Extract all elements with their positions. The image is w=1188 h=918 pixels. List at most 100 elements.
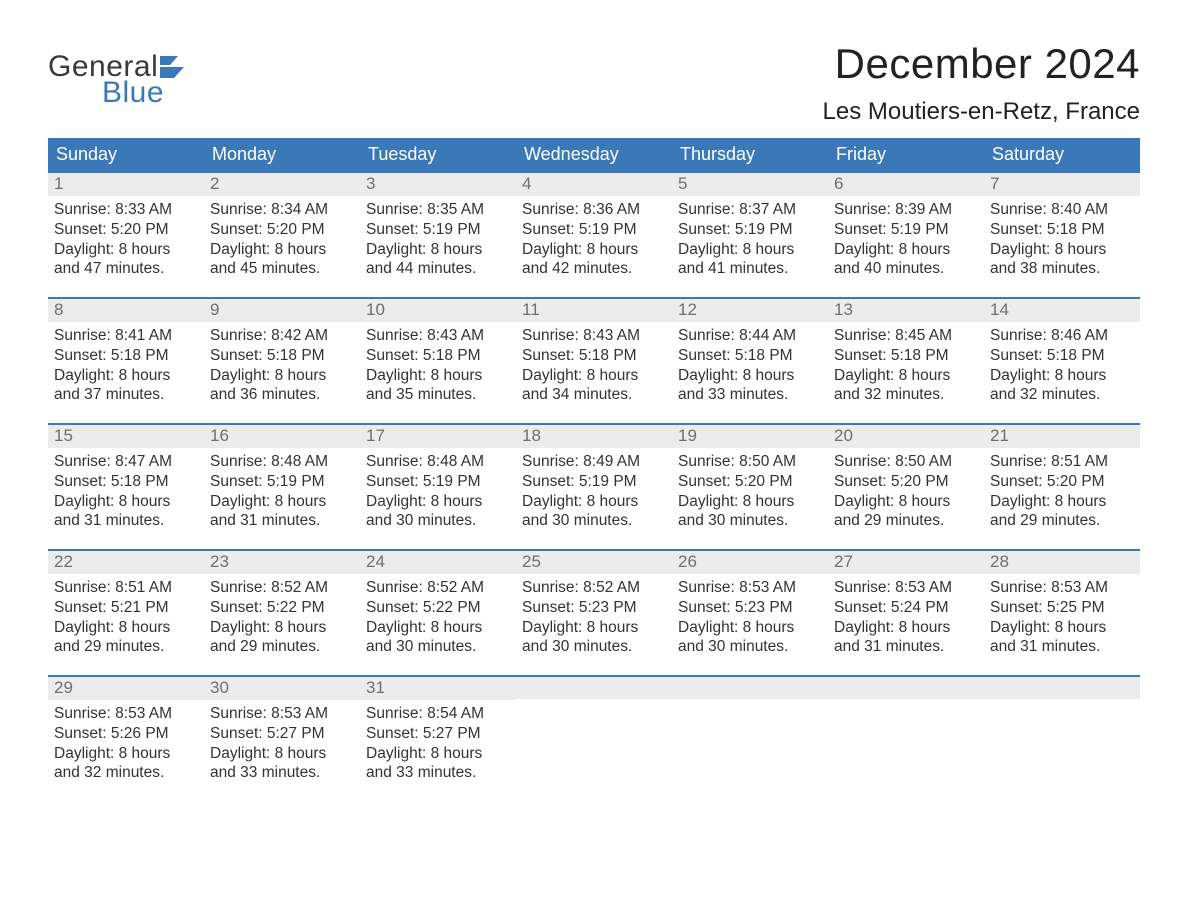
day-sunset: Sunset: 5:20 PM bbox=[54, 220, 198, 240]
day-dl1: Daylight: 8 hours bbox=[366, 240, 510, 260]
day-cell: 28Sunrise: 8:53 AMSunset: 5:25 PMDayligh… bbox=[984, 551, 1140, 661]
day-dl1: Daylight: 8 hours bbox=[522, 366, 666, 386]
day-dl2: and 41 minutes. bbox=[678, 259, 822, 279]
day-body: Sunrise: 8:47 AMSunset: 5:18 PMDaylight:… bbox=[48, 448, 204, 531]
day-dl1: Daylight: 8 hours bbox=[366, 492, 510, 512]
day-cell: 14Sunrise: 8:46 AMSunset: 5:18 PMDayligh… bbox=[984, 299, 1140, 409]
day-dl2: and 37 minutes. bbox=[54, 385, 198, 405]
day-sunrise: Sunrise: 8:52 AM bbox=[522, 578, 666, 598]
day-dl1: Daylight: 8 hours bbox=[990, 366, 1134, 386]
day-body: Sunrise: 8:48 AMSunset: 5:19 PMDaylight:… bbox=[360, 448, 516, 531]
week-row: 15Sunrise: 8:47 AMSunset: 5:18 PMDayligh… bbox=[48, 423, 1140, 535]
day-number: 12 bbox=[672, 299, 828, 322]
day-dl2: and 38 minutes. bbox=[990, 259, 1134, 279]
week-row: 29Sunrise: 8:53 AMSunset: 5:26 PMDayligh… bbox=[48, 675, 1140, 787]
day-dl1: Daylight: 8 hours bbox=[990, 618, 1134, 638]
dow-cell: Wednesday bbox=[516, 138, 672, 171]
day-sunset: Sunset: 5:21 PM bbox=[54, 598, 198, 618]
day-dl2: and 31 minutes. bbox=[990, 637, 1134, 657]
dow-cell: Monday bbox=[204, 138, 360, 171]
day-dl2: and 32 minutes. bbox=[54, 763, 198, 783]
day-sunset: Sunset: 5:18 PM bbox=[54, 472, 198, 492]
header: General Blue December 2024 Les Moutiers-… bbox=[48, 40, 1140, 126]
day-sunset: Sunset: 5:18 PM bbox=[54, 346, 198, 366]
day-dl1: Daylight: 8 hours bbox=[834, 618, 978, 638]
day-dl2: and 30 minutes. bbox=[366, 637, 510, 657]
day-dl1: Daylight: 8 hours bbox=[54, 366, 198, 386]
day-dl1: Daylight: 8 hours bbox=[366, 366, 510, 386]
day-sunset: Sunset: 5:23 PM bbox=[522, 598, 666, 618]
day-body: Sunrise: 8:51 AMSunset: 5:20 PMDaylight:… bbox=[984, 448, 1140, 531]
day-sunrise: Sunrise: 8:35 AM bbox=[366, 200, 510, 220]
day-cell: 15Sunrise: 8:47 AMSunset: 5:18 PMDayligh… bbox=[48, 425, 204, 535]
day-sunrise: Sunrise: 8:53 AM bbox=[834, 578, 978, 598]
day-cell: 24Sunrise: 8:52 AMSunset: 5:22 PMDayligh… bbox=[360, 551, 516, 661]
day-number: 23 bbox=[204, 551, 360, 574]
day-dl1: Daylight: 8 hours bbox=[366, 618, 510, 638]
dow-cell: Thursday bbox=[672, 138, 828, 171]
week-row: 1Sunrise: 8:33 AMSunset: 5:20 PMDaylight… bbox=[48, 171, 1140, 283]
day-cell: 20Sunrise: 8:50 AMSunset: 5:20 PMDayligh… bbox=[828, 425, 984, 535]
day-number: 19 bbox=[672, 425, 828, 448]
day-cell: 18Sunrise: 8:49 AMSunset: 5:19 PMDayligh… bbox=[516, 425, 672, 535]
day-number: 6 bbox=[828, 173, 984, 196]
dow-cell: Sunday bbox=[48, 138, 204, 171]
day-body: Sunrise: 8:36 AMSunset: 5:19 PMDaylight:… bbox=[516, 196, 672, 279]
day-sunrise: Sunrise: 8:46 AM bbox=[990, 326, 1134, 346]
day-body: Sunrise: 8:52 AMSunset: 5:22 PMDaylight:… bbox=[204, 574, 360, 657]
day-dl1: Daylight: 8 hours bbox=[54, 618, 198, 638]
day-number: 27 bbox=[828, 551, 984, 574]
page: General Blue December 2024 Les Moutiers-… bbox=[0, 0, 1188, 787]
day-sunset: Sunset: 5:18 PM bbox=[522, 346, 666, 366]
day-number: 4 bbox=[516, 173, 672, 196]
dow-cell: Saturday bbox=[984, 138, 1140, 171]
day-number: 13 bbox=[828, 299, 984, 322]
day-cell: 9Sunrise: 8:42 AMSunset: 5:18 PMDaylight… bbox=[204, 299, 360, 409]
day-number: 11 bbox=[516, 299, 672, 322]
dow-cell: Friday bbox=[828, 138, 984, 171]
day-dl1: Daylight: 8 hours bbox=[210, 492, 354, 512]
day-body: Sunrise: 8:39 AMSunset: 5:19 PMDaylight:… bbox=[828, 196, 984, 279]
day-sunrise: Sunrise: 8:43 AM bbox=[366, 326, 510, 346]
day-cell: 27Sunrise: 8:53 AMSunset: 5:24 PMDayligh… bbox=[828, 551, 984, 661]
day-dl1: Daylight: 8 hours bbox=[678, 366, 822, 386]
day-sunset: Sunset: 5:27 PM bbox=[210, 724, 354, 744]
day-sunrise: Sunrise: 8:51 AM bbox=[990, 452, 1134, 472]
day-dl1: Daylight: 8 hours bbox=[834, 240, 978, 260]
day-dl2: and 31 minutes. bbox=[210, 511, 354, 531]
day-body: Sunrise: 8:44 AMSunset: 5:18 PMDaylight:… bbox=[672, 322, 828, 405]
day-sunrise: Sunrise: 8:36 AM bbox=[522, 200, 666, 220]
day-body: Sunrise: 8:35 AMSunset: 5:19 PMDaylight:… bbox=[360, 196, 516, 279]
day-sunset: Sunset: 5:20 PM bbox=[834, 472, 978, 492]
day-sunrise: Sunrise: 8:49 AM bbox=[522, 452, 666, 472]
day-body: Sunrise: 8:53 AMSunset: 5:27 PMDaylight:… bbox=[204, 700, 360, 783]
day-number bbox=[984, 677, 1140, 699]
day-sunset: Sunset: 5:22 PM bbox=[210, 598, 354, 618]
day-number bbox=[516, 677, 672, 699]
day-sunset: Sunset: 5:26 PM bbox=[54, 724, 198, 744]
day-body: Sunrise: 8:46 AMSunset: 5:18 PMDaylight:… bbox=[984, 322, 1140, 405]
day-cell: 1Sunrise: 8:33 AMSunset: 5:20 PMDaylight… bbox=[48, 173, 204, 283]
day-dl1: Daylight: 8 hours bbox=[210, 618, 354, 638]
day-body: Sunrise: 8:54 AMSunset: 5:27 PMDaylight:… bbox=[360, 700, 516, 783]
day-cell: 26Sunrise: 8:53 AMSunset: 5:23 PMDayligh… bbox=[672, 551, 828, 661]
day-number: 24 bbox=[360, 551, 516, 574]
day-body: Sunrise: 8:43 AMSunset: 5:18 PMDaylight:… bbox=[360, 322, 516, 405]
day-number: 7 bbox=[984, 173, 1140, 196]
day-number: 29 bbox=[48, 677, 204, 700]
day-sunset: Sunset: 5:19 PM bbox=[678, 220, 822, 240]
location: Les Moutiers-en-Retz, France bbox=[823, 98, 1140, 126]
day-cell: 22Sunrise: 8:51 AMSunset: 5:21 PMDayligh… bbox=[48, 551, 204, 661]
day-number: 25 bbox=[516, 551, 672, 574]
day-sunrise: Sunrise: 8:54 AM bbox=[366, 704, 510, 724]
day-dl2: and 31 minutes. bbox=[54, 511, 198, 531]
day-cell: 21Sunrise: 8:51 AMSunset: 5:20 PMDayligh… bbox=[984, 425, 1140, 535]
week-row: 22Sunrise: 8:51 AMSunset: 5:21 PMDayligh… bbox=[48, 549, 1140, 661]
day-cell: 10Sunrise: 8:43 AMSunset: 5:18 PMDayligh… bbox=[360, 299, 516, 409]
day-number: 18 bbox=[516, 425, 672, 448]
weeks-container: 1Sunrise: 8:33 AMSunset: 5:20 PMDaylight… bbox=[48, 171, 1140, 787]
day-cell: 11Sunrise: 8:43 AMSunset: 5:18 PMDayligh… bbox=[516, 299, 672, 409]
day-dl1: Daylight: 8 hours bbox=[210, 366, 354, 386]
day-dl1: Daylight: 8 hours bbox=[210, 744, 354, 764]
day-dl2: and 44 minutes. bbox=[366, 259, 510, 279]
